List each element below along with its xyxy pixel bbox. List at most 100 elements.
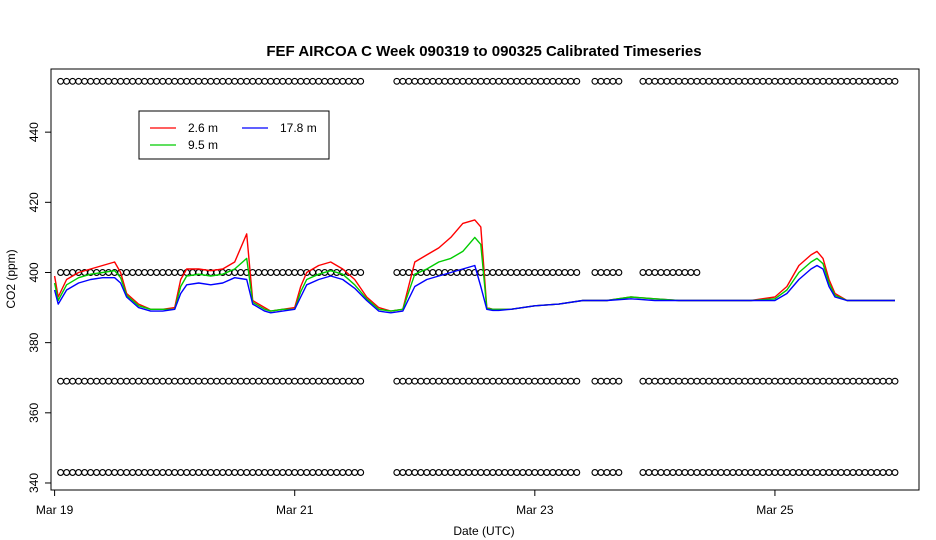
calibration-marker	[459, 469, 467, 476]
calibration-marker	[129, 377, 137, 385]
calibration-marker	[765, 469, 773, 476]
calibration-marker	[747, 469, 755, 476]
calibration-marker	[105, 77, 113, 85]
calibration-marker	[321, 377, 329, 385]
calibration-marker	[201, 377, 209, 385]
calibration-marker	[351, 77, 359, 85]
calibration-marker	[141, 469, 149, 476]
calibration-marker	[555, 377, 563, 385]
calibration-marker	[393, 269, 401, 276]
calibration-marker	[639, 469, 647, 476]
calibration-marker	[669, 77, 677, 85]
calibration-marker	[879, 377, 887, 385]
calibration-marker	[867, 377, 875, 385]
calibration-marker	[453, 77, 461, 85]
calibration-marker	[189, 377, 197, 385]
calibration-marker	[711, 469, 719, 476]
calibration-marker	[165, 77, 173, 85]
calibration-marker	[459, 269, 467, 276]
calibration-marker	[513, 377, 521, 385]
calibration-marker	[165, 377, 173, 385]
calibration-marker	[885, 469, 893, 476]
calibration-marker	[279, 77, 287, 85]
calibration-marker	[207, 77, 215, 85]
calibration-marker	[615, 269, 623, 276]
x-tick-label: Mar 21	[276, 503, 314, 517]
calibration-marker	[609, 77, 617, 85]
calibration-marker	[339, 77, 347, 85]
calibration-marker	[81, 377, 89, 385]
calibration-marker	[561, 469, 569, 476]
y-tick-label: 440	[27, 122, 41, 142]
calibration-marker	[645, 469, 653, 476]
calibration-marker	[273, 77, 281, 85]
calibration-marker	[489, 377, 497, 385]
calibration-marker	[267, 377, 275, 385]
calibration-marker	[495, 77, 503, 85]
calibration-marker	[765, 77, 773, 85]
chart-title: FEF AIRCOA C Week 090319 to 090325 Calib…	[266, 43, 701, 60]
calibration-marker	[603, 269, 611, 276]
calibration-marker	[165, 269, 173, 276]
calibration-marker	[663, 377, 671, 385]
calibration-marker	[657, 377, 665, 385]
calibration-marker	[75, 77, 83, 85]
calibration-marker	[711, 377, 719, 385]
calibration-marker	[357, 77, 365, 85]
calibration-marker	[285, 269, 293, 276]
calibration-marker	[411, 469, 419, 476]
calibration-marker	[807, 77, 815, 85]
calibration-marker	[681, 77, 689, 85]
calibration-marker	[675, 377, 683, 385]
calibration-marker	[63, 377, 71, 385]
calibration-marker	[135, 469, 143, 476]
calibration-marker	[735, 77, 743, 85]
calibration-marker	[639, 269, 647, 276]
calibration-marker	[183, 377, 191, 385]
calibration-marker	[303, 77, 311, 85]
calibration-marker	[765, 377, 773, 385]
calibration-marker	[537, 377, 545, 385]
calibration-marker	[741, 377, 749, 385]
calibration-marker	[789, 377, 797, 385]
calibration-marker	[783, 469, 791, 476]
calibration-marker	[813, 469, 821, 476]
calibration-marker	[573, 469, 581, 476]
calibration-marker	[327, 377, 335, 385]
calibration-marker	[543, 77, 551, 85]
calibration-marker	[153, 77, 161, 85]
calibration-marker	[393, 469, 401, 476]
marker-row	[57, 77, 899, 85]
calibration-marker	[507, 469, 515, 476]
calibration-marker	[837, 377, 845, 385]
calibration-marker	[69, 77, 77, 85]
calibration-marker	[435, 469, 443, 476]
calibration-marker	[351, 377, 359, 385]
calibration-marker	[429, 469, 437, 476]
calibration-marker	[327, 77, 335, 85]
calibration-marker	[147, 377, 155, 385]
calibration-marker	[249, 77, 257, 85]
calibration-marker	[537, 77, 545, 85]
calibration-marker	[399, 77, 407, 85]
calibration-marker	[261, 77, 269, 85]
calibration-marker	[399, 377, 407, 385]
calibration-marker	[777, 377, 785, 385]
calibration-marker	[495, 377, 503, 385]
calibration-marker	[519, 469, 527, 476]
calibration-marker	[141, 77, 149, 85]
calibration-marker	[597, 77, 605, 85]
calibration-marker	[159, 377, 167, 385]
calibration-marker	[147, 469, 155, 476]
calibration-marker	[423, 469, 431, 476]
calibration-marker	[531, 469, 539, 476]
calibration-marker	[879, 469, 887, 476]
calibration-marker	[477, 77, 485, 85]
calibration-marker	[789, 469, 797, 476]
calibration-marker	[795, 77, 803, 85]
calibration-marker	[225, 377, 233, 385]
calibration-marker	[855, 469, 863, 476]
calibration-marker	[219, 377, 227, 385]
x-tick-label: Mar 23	[516, 503, 554, 517]
